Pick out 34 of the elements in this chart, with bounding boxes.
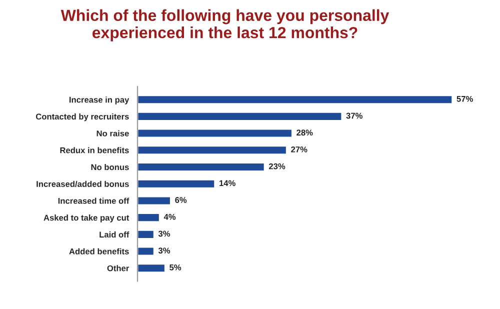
data-label: 37% [346, 112, 362, 119]
bar [138, 128, 293, 138]
bar [138, 178, 216, 189]
data-label: 3% [158, 230, 170, 237]
data-label: 3% [158, 248, 170, 254]
y-tick-label: Redux in benefits [60, 147, 129, 154]
bar [138, 145, 288, 156]
data-label: 6% [175, 197, 187, 203]
data-label: 5% [170, 264, 182, 270]
data-label: 4% [164, 214, 176, 220]
data-label: 14% [220, 180, 236, 186]
bar [138, 196, 172, 206]
data-label: 23% [268, 163, 286, 170]
y-tick-label: Laid off [100, 231, 130, 238]
y-tick-label: No bonus [91, 164, 129, 170]
data-label: 28% [296, 130, 313, 136]
bar [138, 263, 166, 274]
bar [138, 94, 454, 104]
bar [138, 162, 266, 172]
bar [138, 230, 155, 240]
data-label: 57% [456, 96, 473, 102]
bar [138, 246, 155, 256]
y-tick-label: No raise [96, 130, 129, 136]
y-tick-label: Asked to take pay cut [44, 214, 130, 222]
y-tick-label: Increased/added bonus [36, 180, 129, 188]
y-tick-label: Added benefits [69, 248, 129, 254]
y-tick-label: Increase in pay [70, 96, 130, 104]
y-tick-label: Contacted by recruiters [36, 113, 129, 122]
y-tick-label: Other [107, 265, 130, 272]
y-tick-label: Increased time off [58, 198, 130, 204]
data-label: 27% [291, 146, 308, 152]
chart-title: Which of the following have you personally experienced in the last 12 months? [60, 9, 390, 42]
bar [138, 212, 160, 222]
bar [138, 112, 343, 122]
